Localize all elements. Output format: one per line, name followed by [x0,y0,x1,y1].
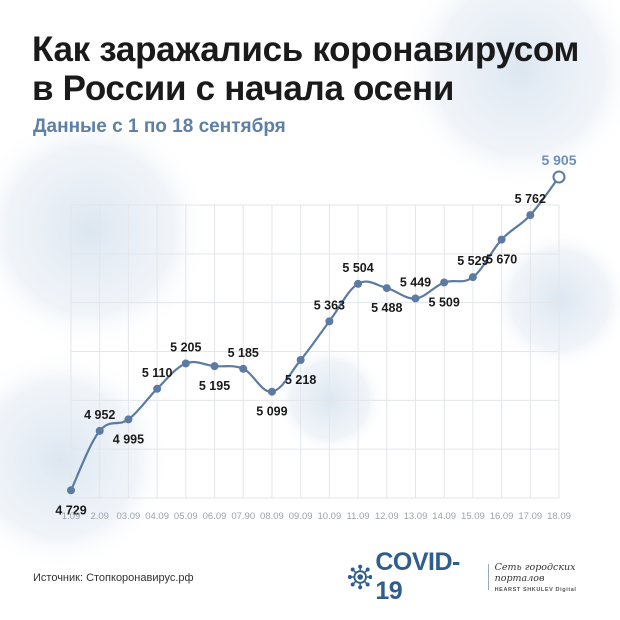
covid-logo: COVID-19 Сеть городских порталов HEARST … [348,548,620,605]
x-tick-label: 03.09 [117,511,141,522]
value-label: 5 529 [457,254,488,268]
value-label: 5 905 [541,152,576,168]
x-tick-label: 1.09 [62,511,81,522]
data-point [382,284,391,293]
x-tick-label: 07.90 [231,511,255,522]
value-label: 5 110 [142,366,173,380]
chart-subtitle: Данные с 1 по 18 сентября [33,116,286,137]
x-tick-label: 08.09 [260,511,284,522]
x-tick-label: 04.09 [145,511,169,522]
data-point [67,486,75,495]
value-label: 5 195 [199,379,230,393]
value-label: 5 099 [256,405,287,419]
data-point [210,362,219,371]
value-label: 5 363 [314,298,345,312]
data-point [468,273,477,282]
title-line-1: Как заражались коронавирусом [32,30,580,69]
data-point [296,356,305,365]
value-label: 5 218 [285,373,316,387]
value-label: 4 995 [113,432,144,446]
x-tick-label: 10.09 [317,511,341,522]
data-point [181,359,190,368]
data-point [124,415,133,424]
title-line-2: в России с начала осени [32,69,455,108]
value-label: 5 205 [170,340,201,354]
x-tick-label: 09.09 [289,511,313,522]
data-point [239,364,248,373]
value-label: 5 509 [429,295,460,309]
value-label: 5 449 [400,275,431,289]
data-points [67,170,566,495]
x-tick-label: 05.09 [174,511,198,522]
x-axis-ticks: 1.09 2.09 03.09 04.09 05.09 06.09 07.90 08.09 09… [62,511,571,522]
data-point [354,279,363,288]
covid-logo-text: COVID-19 [375,548,460,605]
data-point [325,317,334,326]
x-tick-label: 12.09 [375,511,399,522]
x-tick-label: 16.09 [490,511,514,522]
x-tick-label: 17.09 [518,511,542,522]
value-label: 5 185 [228,346,259,360]
value-label: 5 670 [486,253,517,267]
value-label: 5 488 [371,301,402,315]
x-tick-label: 14.09 [432,511,456,522]
data-point [411,294,420,303]
virus-icon [348,564,373,590]
x-tick-label: 18.09 [547,511,571,522]
chart-grid [70,204,560,499]
data-point [267,387,276,396]
x-tick-label: 13.09 [404,511,428,522]
data-point [497,235,506,244]
value-label: 4 729 [55,503,86,517]
data-point [95,426,104,435]
network-name: Сеть городских порталов [494,561,576,584]
network-brand: Сеть городских порталов HEARST SHKULEV D… [495,562,620,593]
x-tick-label: 15.09 [461,511,485,522]
value-label: 5 762 [515,192,546,206]
source-note: Источник: Стопкоронавирус.рф [33,572,194,584]
value-label: 5 504 [342,261,373,275]
data-point [526,211,535,220]
value-label: 4 952 [84,408,115,422]
series-line [70,176,560,491]
x-tick-label: 06.09 [203,511,227,522]
network-publisher: HEARST SHKULEV Digital [494,586,577,593]
data-point [440,278,449,287]
data-point [552,170,566,184]
value-labels: 4 729 4 952 4 995 5 110 5 205 5 195 5 185 5 099… [55,152,576,517]
data-point [153,384,162,393]
x-tick-label: 11.09 [347,511,370,522]
chart-title: Как заражались коронавирусом в России с … [32,30,579,108]
x-tick-label: 2.09 [90,511,109,522]
logo-divider [487,564,489,590]
